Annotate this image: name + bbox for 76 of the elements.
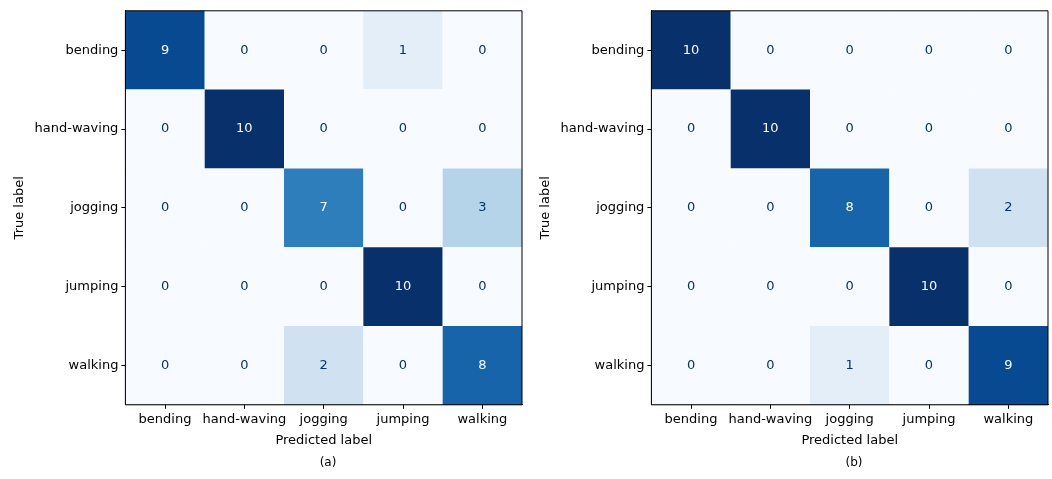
data-label: 2: [1004, 199, 1013, 215]
x-tick-label: jumping: [901, 410, 956, 426]
data-label: 7: [319, 199, 328, 215]
data-label: 0: [160, 356, 170, 372]
y-tick-label: jogging: [69, 199, 119, 215]
text: (a): [318, 455, 338, 469]
x-tick-label: walking: [983, 410, 1034, 426]
data-label: 0: [160, 277, 170, 293]
data-label: 0: [1004, 41, 1013, 57]
data-label: 1: [398, 41, 408, 57]
data-label: 0: [478, 41, 487, 57]
data-label: 0: [924, 120, 934, 136]
data-label: 0: [398, 199, 408, 215]
x-axis-title: Predicted label: [801, 431, 898, 447]
x-tick-label: bending: [664, 410, 718, 426]
x-tick-label: bending: [138, 410, 192, 426]
data-label: 10: [394, 277, 412, 293]
data-label: 0: [845, 277, 854, 293]
y-tick-label: bending: [591, 41, 645, 57]
data-label: 0: [686, 356, 696, 372]
data-label: 0: [1004, 277, 1013, 293]
x-tick-label: jogging: [824, 410, 874, 426]
y-axis-title: True label: [537, 176, 553, 241]
data-label: 0: [686, 199, 696, 215]
data-label: 10: [920, 277, 938, 293]
data-label: 8: [845, 199, 854, 215]
data-label: 0: [240, 41, 249, 57]
data-label: 0: [924, 356, 934, 372]
data-label: 0: [240, 277, 249, 293]
x-tick-label: hand-waving: [728, 410, 813, 426]
data-label: 0: [766, 356, 775, 372]
x-tick-label: hand-waving: [202, 410, 287, 426]
data-label: 0: [924, 199, 934, 215]
y-tick-label: hand-waving: [560, 120, 645, 136]
y-tick-label: walking: [594, 356, 645, 372]
data-label: 1: [845, 356, 854, 372]
y-tick-label: jogging: [595, 199, 645, 215]
y-axis-title: True label: [11, 176, 27, 241]
data-label: 9: [160, 41, 170, 57]
y-tick-label: bending: [65, 41, 119, 57]
data-label: 0: [766, 277, 775, 293]
data-label: 10: [236, 120, 253, 136]
text: (b): [844, 455, 864, 469]
x-axis-title: Predicted label: [275, 431, 372, 447]
data-label: 0: [319, 120, 328, 136]
data-label: 10: [682, 41, 700, 57]
data-label: 8: [478, 356, 487, 372]
x-tick-label: jumping: [375, 410, 430, 426]
data-label: 0: [160, 120, 170, 136]
data-label: 0: [924, 41, 934, 57]
data-label: 0: [478, 277, 487, 293]
y-tick-label: jumping: [590, 277, 645, 293]
y-tick-label: hand-waving: [34, 120, 119, 136]
data-label: 9: [1004, 356, 1013, 372]
data-label: 0: [319, 41, 328, 57]
data-label: 0: [319, 277, 328, 293]
data-label: 0: [398, 356, 408, 372]
data-label: 0: [240, 356, 249, 372]
data-label: 3: [478, 199, 487, 215]
data-label: 0: [845, 120, 854, 136]
data-label: 0: [686, 120, 696, 136]
data-label: 0: [686, 277, 696, 293]
data-label: 0: [766, 41, 775, 57]
data-label: 0: [766, 199, 775, 215]
data-label: 10: [762, 120, 779, 136]
data-label: 0: [845, 41, 854, 57]
y-tick-label: walking: [68, 356, 119, 372]
y-tick-label: jumping: [64, 277, 119, 293]
data-label: 0: [478, 120, 487, 136]
data-label: 0: [1004, 120, 1013, 136]
x-tick-label: jogging: [298, 410, 348, 426]
data-label: 0: [240, 199, 249, 215]
x-tick-label: walking: [457, 410, 508, 426]
data-label: 0: [398, 120, 408, 136]
data-label: 2: [319, 356, 328, 372]
data-label: 0: [160, 199, 170, 215]
